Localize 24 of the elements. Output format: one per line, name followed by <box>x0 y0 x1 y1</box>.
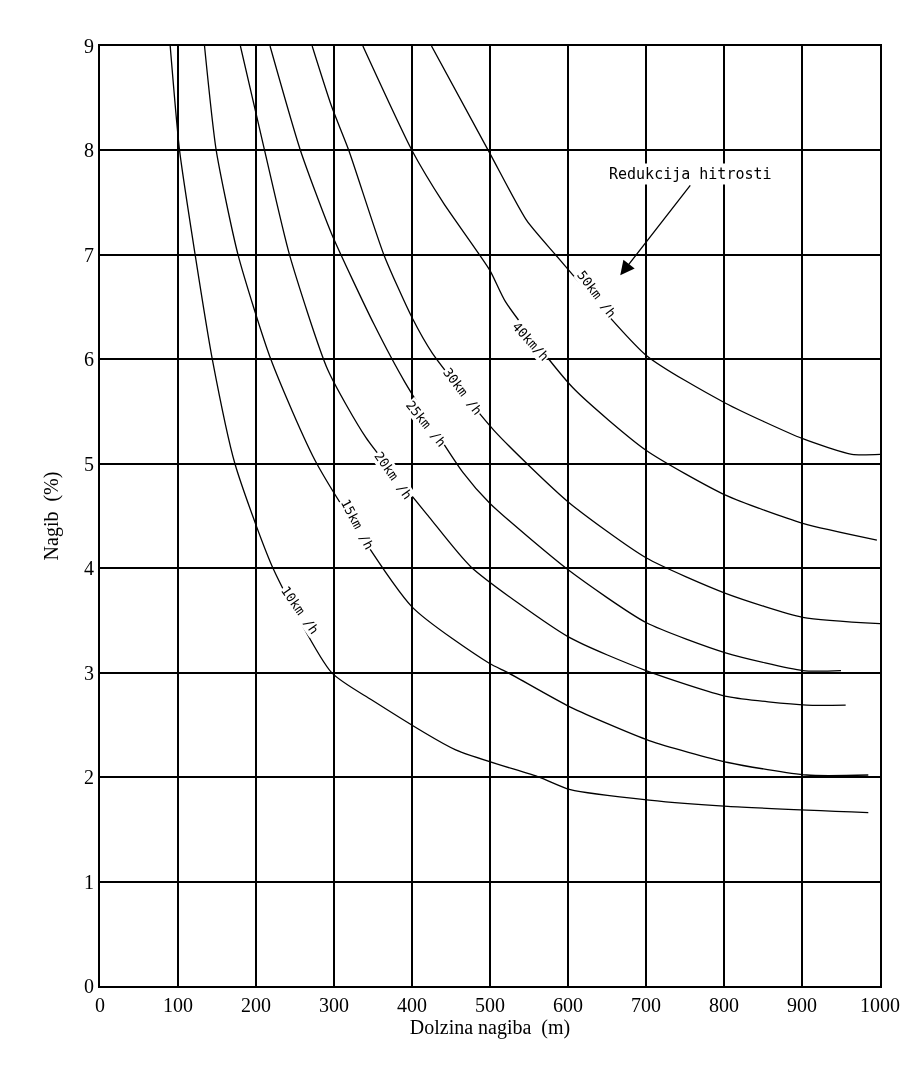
y-tick-label: 8 <box>84 139 94 162</box>
y-tick-label: 9 <box>84 35 94 57</box>
x-tick-label: 100 <box>163 994 193 1016</box>
y-tick-label: 7 <box>84 243 94 266</box>
y-tick-label: 0 <box>84 975 94 997</box>
x-tick-label: 1000 <box>860 994 900 1016</box>
y-tick-label: 3 <box>84 661 94 684</box>
x-tick-label: 600 <box>553 994 583 1016</box>
annotation: 15km /h <box>337 496 377 553</box>
x-tick-label: 800 <box>709 994 739 1016</box>
y-tick-label: 1 <box>84 870 94 893</box>
y-tick-label: 6 <box>84 348 94 371</box>
x-tick-label: 500 <box>475 994 505 1016</box>
y-tick-label: 2 <box>84 766 94 789</box>
x-tick-label: 400 <box>397 994 427 1016</box>
y-tick-label: 4 <box>84 557 94 580</box>
x-tick-label: 900 <box>787 994 817 1016</box>
y-tick-label: 5 <box>84 452 94 475</box>
y-axis-title: Nagib (%) <box>40 471 63 561</box>
x-tick-label: 700 <box>631 994 661 1016</box>
x-axis-title: Dolzina nagiba (m) <box>409 1016 571 1039</box>
x-tick-label: 300 <box>319 994 349 1016</box>
annotation: Redukcija hitrosti <box>609 165 772 183</box>
x-tick-label: 200 <box>241 994 271 1016</box>
